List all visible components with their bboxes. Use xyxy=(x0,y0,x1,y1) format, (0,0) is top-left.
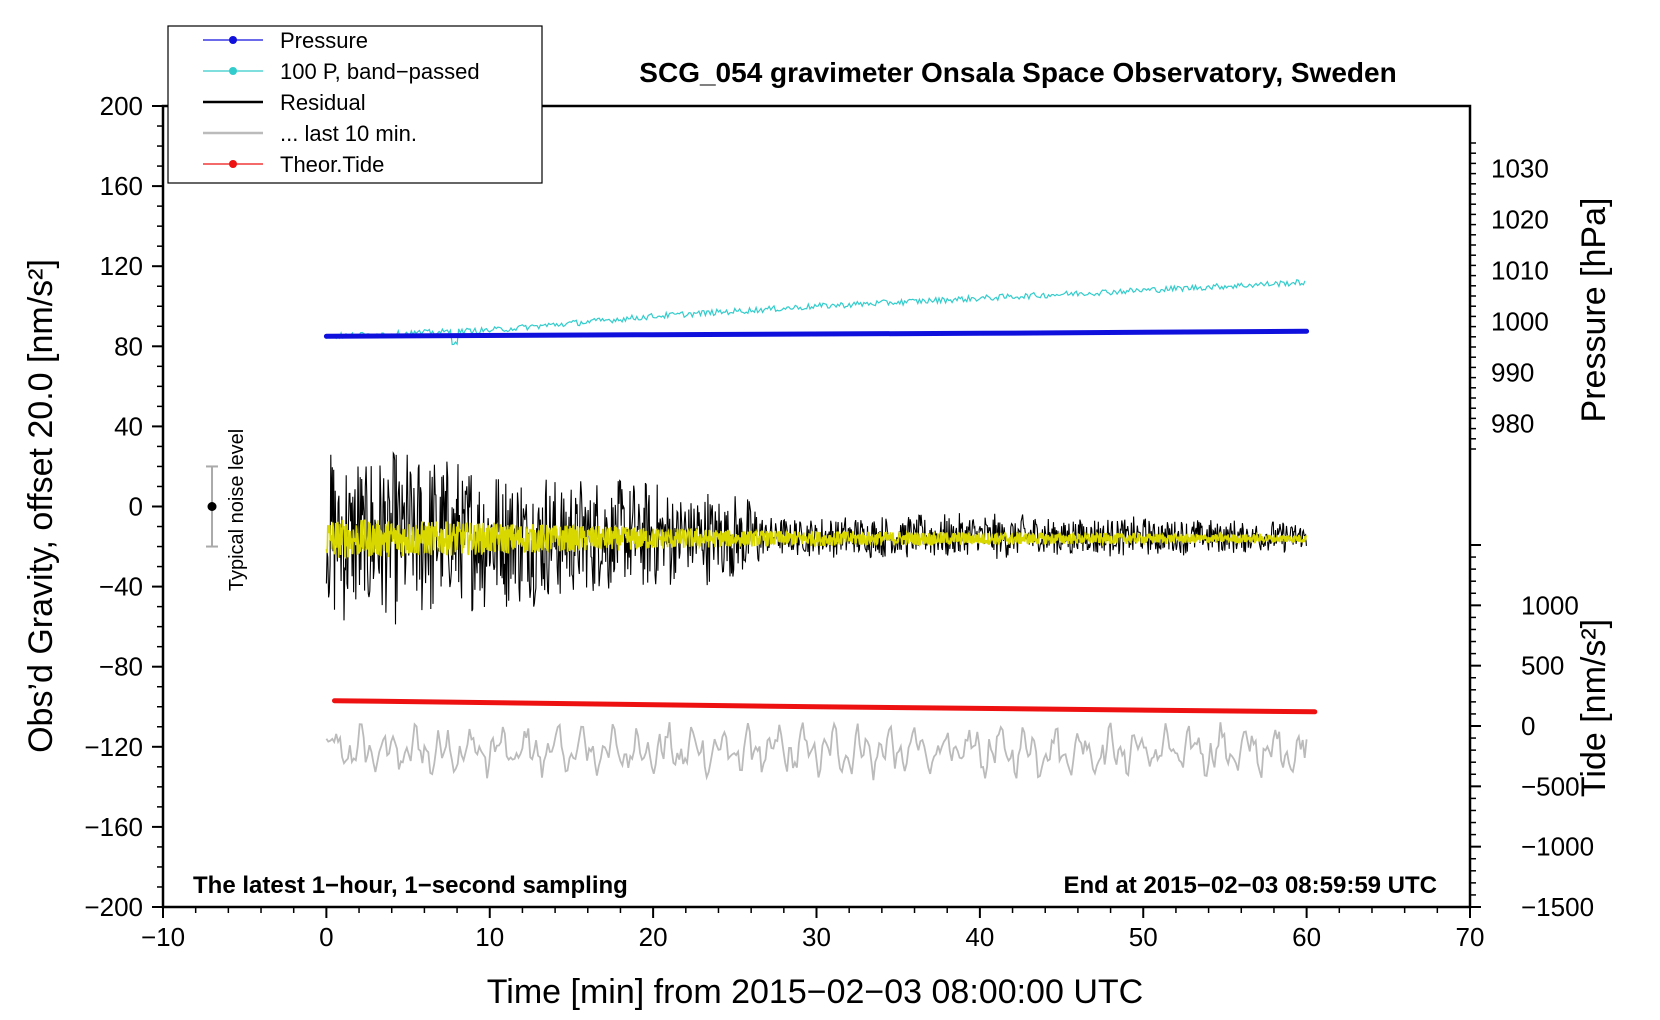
x-tick-label-0: −10 xyxy=(141,922,185,952)
annotation-end-time: End at 2015−02−03 08:59:59 UTC xyxy=(1063,872,1437,899)
noise-level-indicator xyxy=(206,465,219,548)
legend-label-0: Pressure xyxy=(280,28,368,53)
tide-tick-label-0: 1000 xyxy=(1521,590,1579,620)
x-tick-label-1: 0 xyxy=(319,922,333,952)
noise-bar-center-dot xyxy=(207,502,217,511)
tide-tick-label-5: −1500 xyxy=(1521,892,1594,922)
y-left-tick-label-9: −160 xyxy=(84,812,143,842)
series-last-10-min xyxy=(325,720,1308,781)
tide-tick-label-1: 500 xyxy=(1521,651,1564,681)
series-residual-yellow xyxy=(325,519,1307,560)
y-left-tick-label-8: −120 xyxy=(84,732,143,762)
legend: Pressure 100 P, band−passed Residual ... la… xyxy=(167,25,543,184)
series-residual xyxy=(325,451,1307,625)
legend-marker-4 xyxy=(229,160,237,168)
y-axis-left-title: Obs’d Gravity, offset 20.0 [nm/s²] xyxy=(22,259,60,753)
legend-marker-0 xyxy=(229,36,237,44)
tide-tick-label-2: 0 xyxy=(1521,711,1535,741)
series-band-passed-pressure xyxy=(325,279,1306,346)
legend-label-2: Residual xyxy=(280,90,366,115)
x-tick-label-5: 40 xyxy=(965,922,994,952)
chart-title: SCG_054 gravimeter Onsala Space Observat… xyxy=(639,57,1396,88)
noise-level-label: Typical noise level xyxy=(226,429,248,591)
legend-box xyxy=(167,25,543,184)
x-axis-title: Time [min] from 2015−02−03 08:00:00 UTC xyxy=(487,973,1143,1011)
legend-label-4: Theor.Tide xyxy=(280,152,384,177)
tide-tick-label-4: −1000 xyxy=(1521,832,1594,862)
x-tick-label-3: 20 xyxy=(639,922,668,952)
pressure-tick-label-3: 1000 xyxy=(1491,307,1549,337)
y-left-tick-label-6: −40 xyxy=(99,572,143,602)
y-left-tick-label-5: 0 xyxy=(129,492,143,522)
pressure-tick-label-1: 1020 xyxy=(1491,205,1549,235)
x-tick-label-7: 60 xyxy=(1292,922,1321,952)
y-axis-tide-title: Tide [nm/s²] xyxy=(1575,619,1613,797)
y-left-tick-label-0: 200 xyxy=(100,91,143,121)
x-tick-label-2: 10 xyxy=(475,922,504,952)
pressure-tick-label-0: 1030 xyxy=(1491,154,1549,184)
x-tick-label-4: 30 xyxy=(802,922,831,952)
y-left-tick-label-4: 40 xyxy=(114,411,143,441)
annotation-sampling: The latest 1−hour, 1−second sampling xyxy=(193,872,628,899)
y-left-tick-label-1: 160 xyxy=(100,171,143,201)
y-left-tick-label-7: −80 xyxy=(99,652,143,682)
x-tick-label-6: 50 xyxy=(1129,922,1158,952)
legend-label-1: 100 P, band−passed xyxy=(280,59,480,84)
pressure-tick-label-4: 990 xyxy=(1491,358,1534,388)
y-left-tick-label-3: 80 xyxy=(114,331,143,361)
legend-marker-1 xyxy=(229,67,237,75)
x-tick-label-8: 70 xyxy=(1456,922,1485,952)
y-left-tick-label-10: −200 xyxy=(84,892,143,922)
pressure-tick-label-5: 980 xyxy=(1491,409,1534,439)
pressure-tick-label-2: 1010 xyxy=(1491,256,1549,286)
y-axis-pressure-title: Pressure [hPa] xyxy=(1575,198,1613,423)
tide-tick-label-3: −500 xyxy=(1521,771,1580,801)
y-left-tick-label-2: 120 xyxy=(100,251,143,281)
series-theoretical-tide xyxy=(332,698,1318,715)
legend-label-3: ... last 10 min. xyxy=(280,121,417,146)
series-pressure xyxy=(323,328,1310,339)
